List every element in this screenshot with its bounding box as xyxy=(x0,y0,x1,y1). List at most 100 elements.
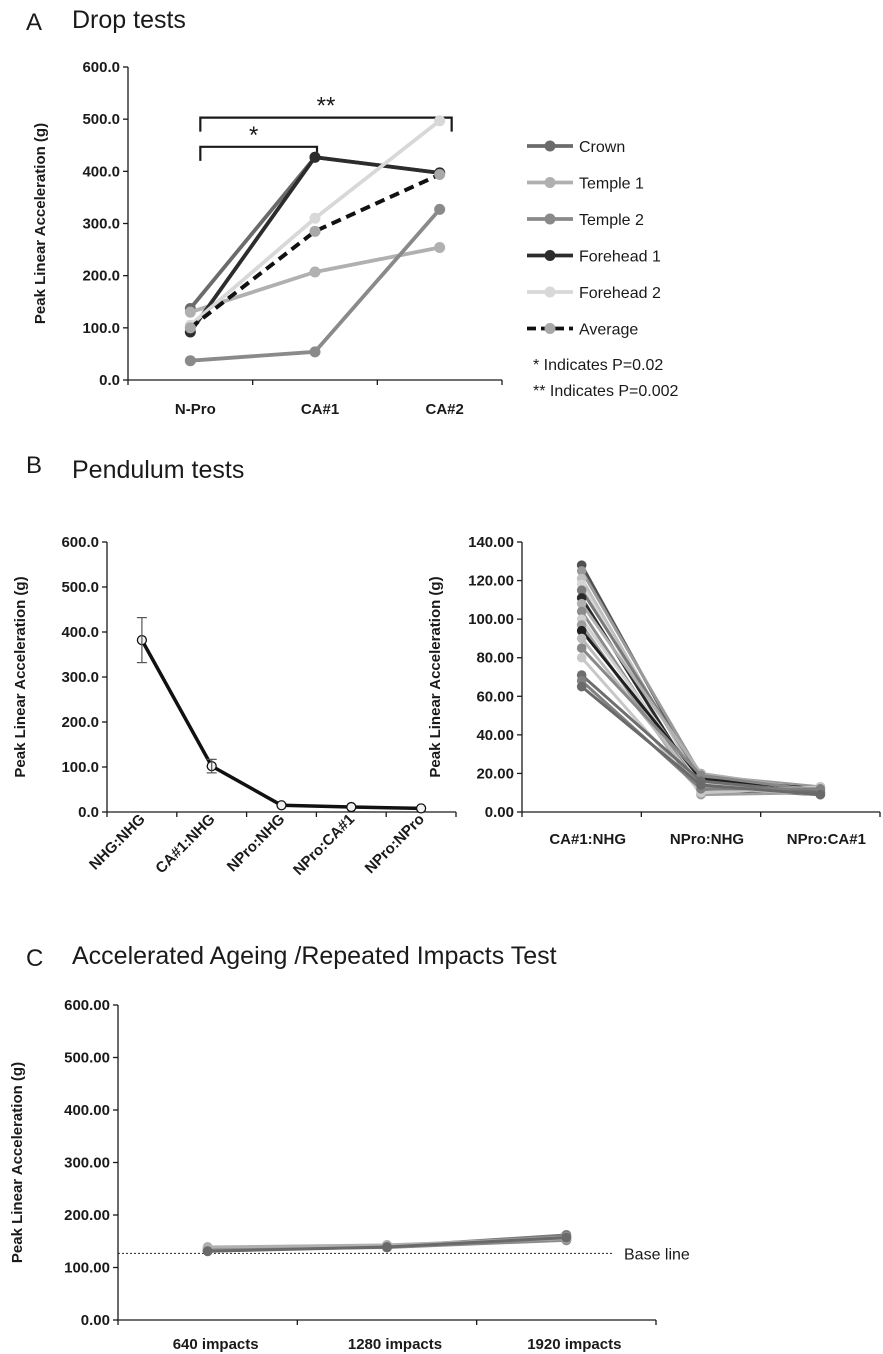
panel-b-right-x-tick-label: NPro:CA#1 xyxy=(787,831,866,848)
panel-b-left-y-axis-label: Peak Linear Acceleration (g) xyxy=(12,576,29,777)
panel-a-legend-marker xyxy=(544,213,556,225)
panel-b-right-data-point xyxy=(576,681,587,692)
panel-a-significance-bracket xyxy=(199,145,319,161)
panel-b-right-y-tick-label: 20.00 xyxy=(476,765,514,782)
panel-b-left-data-point xyxy=(346,801,357,813)
panel-c-baseline-label: Base line xyxy=(624,1246,690,1263)
panel-a-series-line xyxy=(188,155,440,334)
panel-b-right-x-tick-label: NPro:NHG xyxy=(670,831,744,848)
panel-c-data-point xyxy=(202,1246,213,1257)
panel-b-left-data-point xyxy=(415,803,427,814)
panel-c-x-tick-label: 640 impacts xyxy=(173,1336,259,1353)
panel-a-chart: 0.0 100.0 200.0 300.0 400.0 500.0 600.0 Peak Li… xyxy=(32,59,679,418)
panel-b-right-y-tick-label: 120.00 xyxy=(468,573,514,590)
panel-b-right-series-line xyxy=(580,570,821,789)
panel-c-title: Accelerated Ageing /Repeated Impacts Tes… xyxy=(72,942,557,970)
panel-a-y-tick-label: 100.0 xyxy=(82,320,120,337)
panel-b-right-y-tick-label: 140.00 xyxy=(468,534,514,551)
panel-b-right-y-tick-label: 100.00 xyxy=(468,611,514,628)
panel-b-right-y-tick-label: 80.00 xyxy=(476,650,514,667)
panel-a-y-tick-label: 500.0 xyxy=(82,111,120,128)
panel-a-x-tick-label: N-Pro xyxy=(175,401,216,418)
panel-b-right-data-point xyxy=(576,585,587,596)
panel-a-legend-marker xyxy=(544,177,556,188)
panel-b-left-y-tick-label: 300.0 xyxy=(61,669,99,686)
panel-a-legend-label: Forehead 1 xyxy=(579,249,661,266)
panel-b-right-data-point xyxy=(576,566,587,576)
panel-a-annotation: * Indicates P=0.02 xyxy=(533,357,663,374)
panel-a-y-tick-label: 200.0 xyxy=(82,268,120,285)
panel-letter-c: C xyxy=(26,945,43,972)
panel-letter-a: A xyxy=(26,9,42,36)
panel-a-data-point xyxy=(434,115,446,127)
panel-b-right-data-point xyxy=(576,625,587,636)
panel-c-y-tick-label: 200.00 xyxy=(64,1207,110,1224)
panel-a-significance-stars: * xyxy=(249,122,258,149)
panel-c-y-axis-label: Peak Linear Acceleration (g) xyxy=(9,1062,26,1263)
panel-c-y-tick-label: 300.00 xyxy=(64,1155,110,1172)
panel-b-left-data-point xyxy=(276,800,287,811)
panel-b-right-y-tick-label: 0.00 xyxy=(485,804,514,821)
panel-a-legend-marker xyxy=(544,286,556,298)
panel-c-chart: 0.00 100.00 200.00 300.00 400.00 500.00 600.00… xyxy=(9,997,690,1353)
panel-b-right-y-axis-label: Peak Linear Acceleration (g) xyxy=(427,576,444,777)
panel-b-right-chart: 0.00 20.00 40.00 60.00 80.00 100.00 120.00 140.… xyxy=(427,534,881,848)
panel-b-left-y-tick-label: 100.0 xyxy=(61,759,99,776)
panel-b-right-data-point xyxy=(576,598,587,609)
panel-b-right-data-point xyxy=(576,652,587,663)
panel-b-left-series-line xyxy=(140,639,422,811)
panel-a-legend-label: Temple 2 xyxy=(579,212,644,229)
panel-b-left-x-tick-label: NPro:CA#1 xyxy=(290,811,358,879)
panel-c-y-tick-label: 600.00 xyxy=(64,997,110,1014)
panel-a-legend-marker xyxy=(544,140,556,152)
panel-a-legend-label: Crown xyxy=(579,139,625,156)
panel-c-y-tick-label: 0.00 xyxy=(81,1312,110,1329)
panel-b-left-y-tick-label: 200.0 xyxy=(61,714,99,731)
panel-b-right-y-tick-label: 60.00 xyxy=(476,688,514,705)
panel-c-y-tick-label: 100.00 xyxy=(64,1260,110,1277)
panel-b-left-y-tick-label: 600.0 xyxy=(61,534,99,551)
panel-b-left-y-tick-label: 400.0 xyxy=(61,624,99,641)
panel-a-annotation: ** Indicates P=0.002 xyxy=(533,383,679,400)
panel-a-x-tick-label: CA#2 xyxy=(425,401,463,418)
panel-a-data-point xyxy=(434,241,446,253)
panel-a-y-axis-label: Peak Linear Acceleration (g) xyxy=(32,123,49,324)
panel-c-x-tick-label: 1280 impacts xyxy=(348,1336,442,1353)
panel-b-right-series-line xyxy=(580,589,821,795)
panel-b-right-series-line xyxy=(580,583,821,797)
panel-a-significance-stars: ** xyxy=(317,93,336,120)
panel-a-data-point xyxy=(309,151,321,163)
panel-a-legend-marker xyxy=(544,323,556,334)
panel-b-left-y-tick-label: 0.0 xyxy=(78,804,99,821)
panel-b-right-data-point xyxy=(815,789,826,800)
panel-a-x-tick-label: CA#1 xyxy=(301,401,339,418)
panel-a-data-point xyxy=(309,266,321,278)
panel-a-legend-marker xyxy=(544,250,556,261)
panel-b-right-data-point xyxy=(696,780,706,790)
panel-a-y-tick-label: 300.0 xyxy=(82,216,120,233)
panel-a-y-tick-label: 0.0 xyxy=(99,372,120,389)
panel-a-data-point xyxy=(434,203,446,215)
panel-b-left-x-tick-label: NPro:NPro xyxy=(362,811,428,877)
panel-b-right-x-tick-label: CA#1:NHG xyxy=(549,831,626,848)
panel-c-y-tick-label: 500.00 xyxy=(64,1050,110,1067)
panel-a-data-point xyxy=(184,306,196,318)
panel-a-data-point xyxy=(309,225,321,237)
panel-a-data-point xyxy=(184,322,196,334)
panel-b-right-data-point xyxy=(576,633,587,644)
panel-b-right-data-point xyxy=(576,606,587,617)
panel-a-legend-label: Forehead 2 xyxy=(579,285,661,302)
panel-a-series-line xyxy=(189,172,441,330)
panel-b-right-data-point xyxy=(576,643,587,653)
panel-letter-b: B xyxy=(26,452,42,479)
panel-a-data-point xyxy=(309,346,321,358)
panel-a-data-point xyxy=(309,212,321,224)
panel-b-title: Pendulum tests xyxy=(72,456,244,484)
panel-a-significance-bracket xyxy=(199,116,453,132)
panel-a-title: Drop tests xyxy=(72,6,186,34)
panel-c-x-tick-label: 1920 impacts xyxy=(527,1336,621,1353)
panel-b-right-y-tick-label: 40.00 xyxy=(476,727,514,744)
panel-b-left-chart: 0.0 100.0 200.0 300.0 400.0 500.0 600.0 Peak Li… xyxy=(12,534,457,879)
panel-b-left-y-tick-label: 500.0 xyxy=(61,579,99,596)
